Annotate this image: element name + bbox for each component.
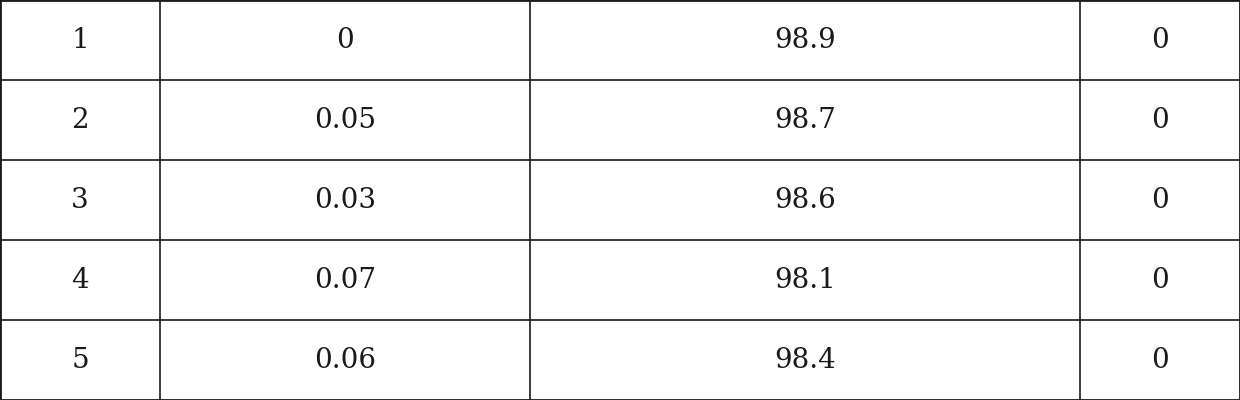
Text: 0: 0	[1151, 186, 1169, 214]
Text: 0.03: 0.03	[314, 186, 376, 214]
Text: 0: 0	[1151, 106, 1169, 134]
Text: 0: 0	[1151, 346, 1169, 374]
Text: 4: 4	[71, 266, 89, 294]
Text: 1: 1	[71, 26, 89, 54]
Text: 0.06: 0.06	[314, 346, 376, 374]
Text: 98.6: 98.6	[774, 186, 836, 214]
Text: 3: 3	[71, 186, 89, 214]
Text: 0.07: 0.07	[314, 266, 376, 294]
Text: 98.4: 98.4	[774, 346, 836, 374]
Text: 2: 2	[71, 106, 89, 134]
Text: 0.05: 0.05	[314, 106, 376, 134]
Text: 0: 0	[1151, 26, 1169, 54]
Text: 98.7: 98.7	[774, 106, 836, 134]
Text: 98.1: 98.1	[774, 266, 836, 294]
Text: 5: 5	[71, 346, 89, 374]
Text: 0: 0	[336, 26, 353, 54]
Text: 0: 0	[1151, 266, 1169, 294]
Text: 98.9: 98.9	[774, 26, 836, 54]
